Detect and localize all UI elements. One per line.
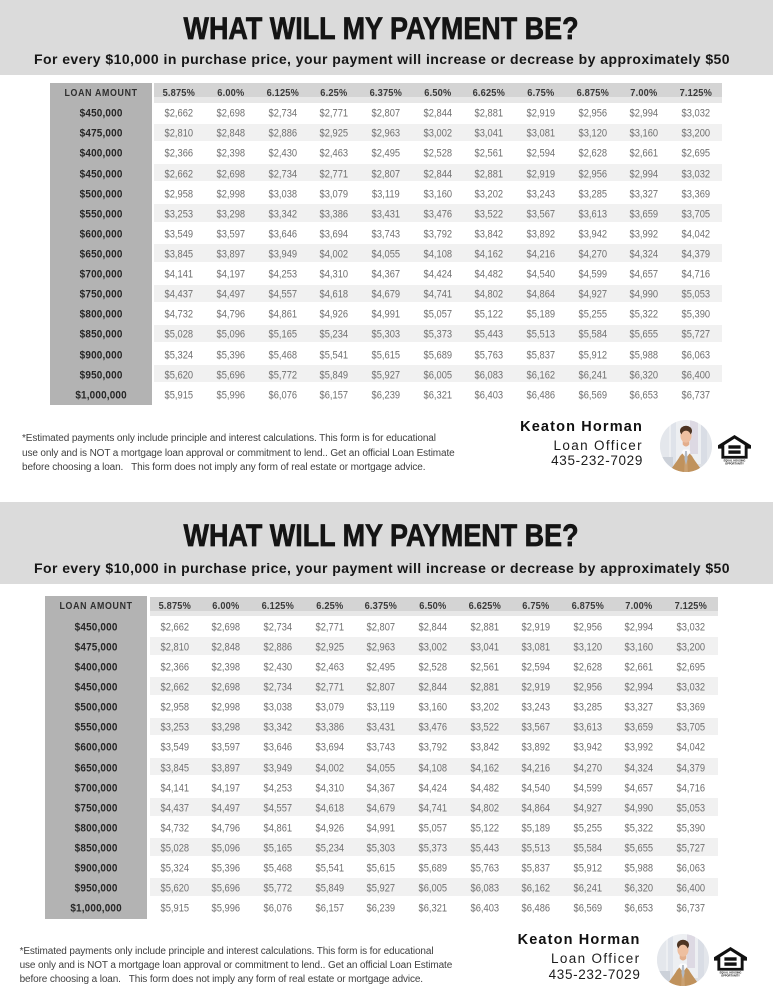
svg-text:OPPORTUNITY: OPPORTUNITY [725,461,744,465]
svg-text:EQUAL HOUSING: EQUAL HOUSING [723,458,745,462]
svg-text:OPPORTUNITY: OPPORTUNITY [721,973,740,977]
svg-text:EQUAL HOUSING: EQUAL HOUSING [719,970,741,974]
